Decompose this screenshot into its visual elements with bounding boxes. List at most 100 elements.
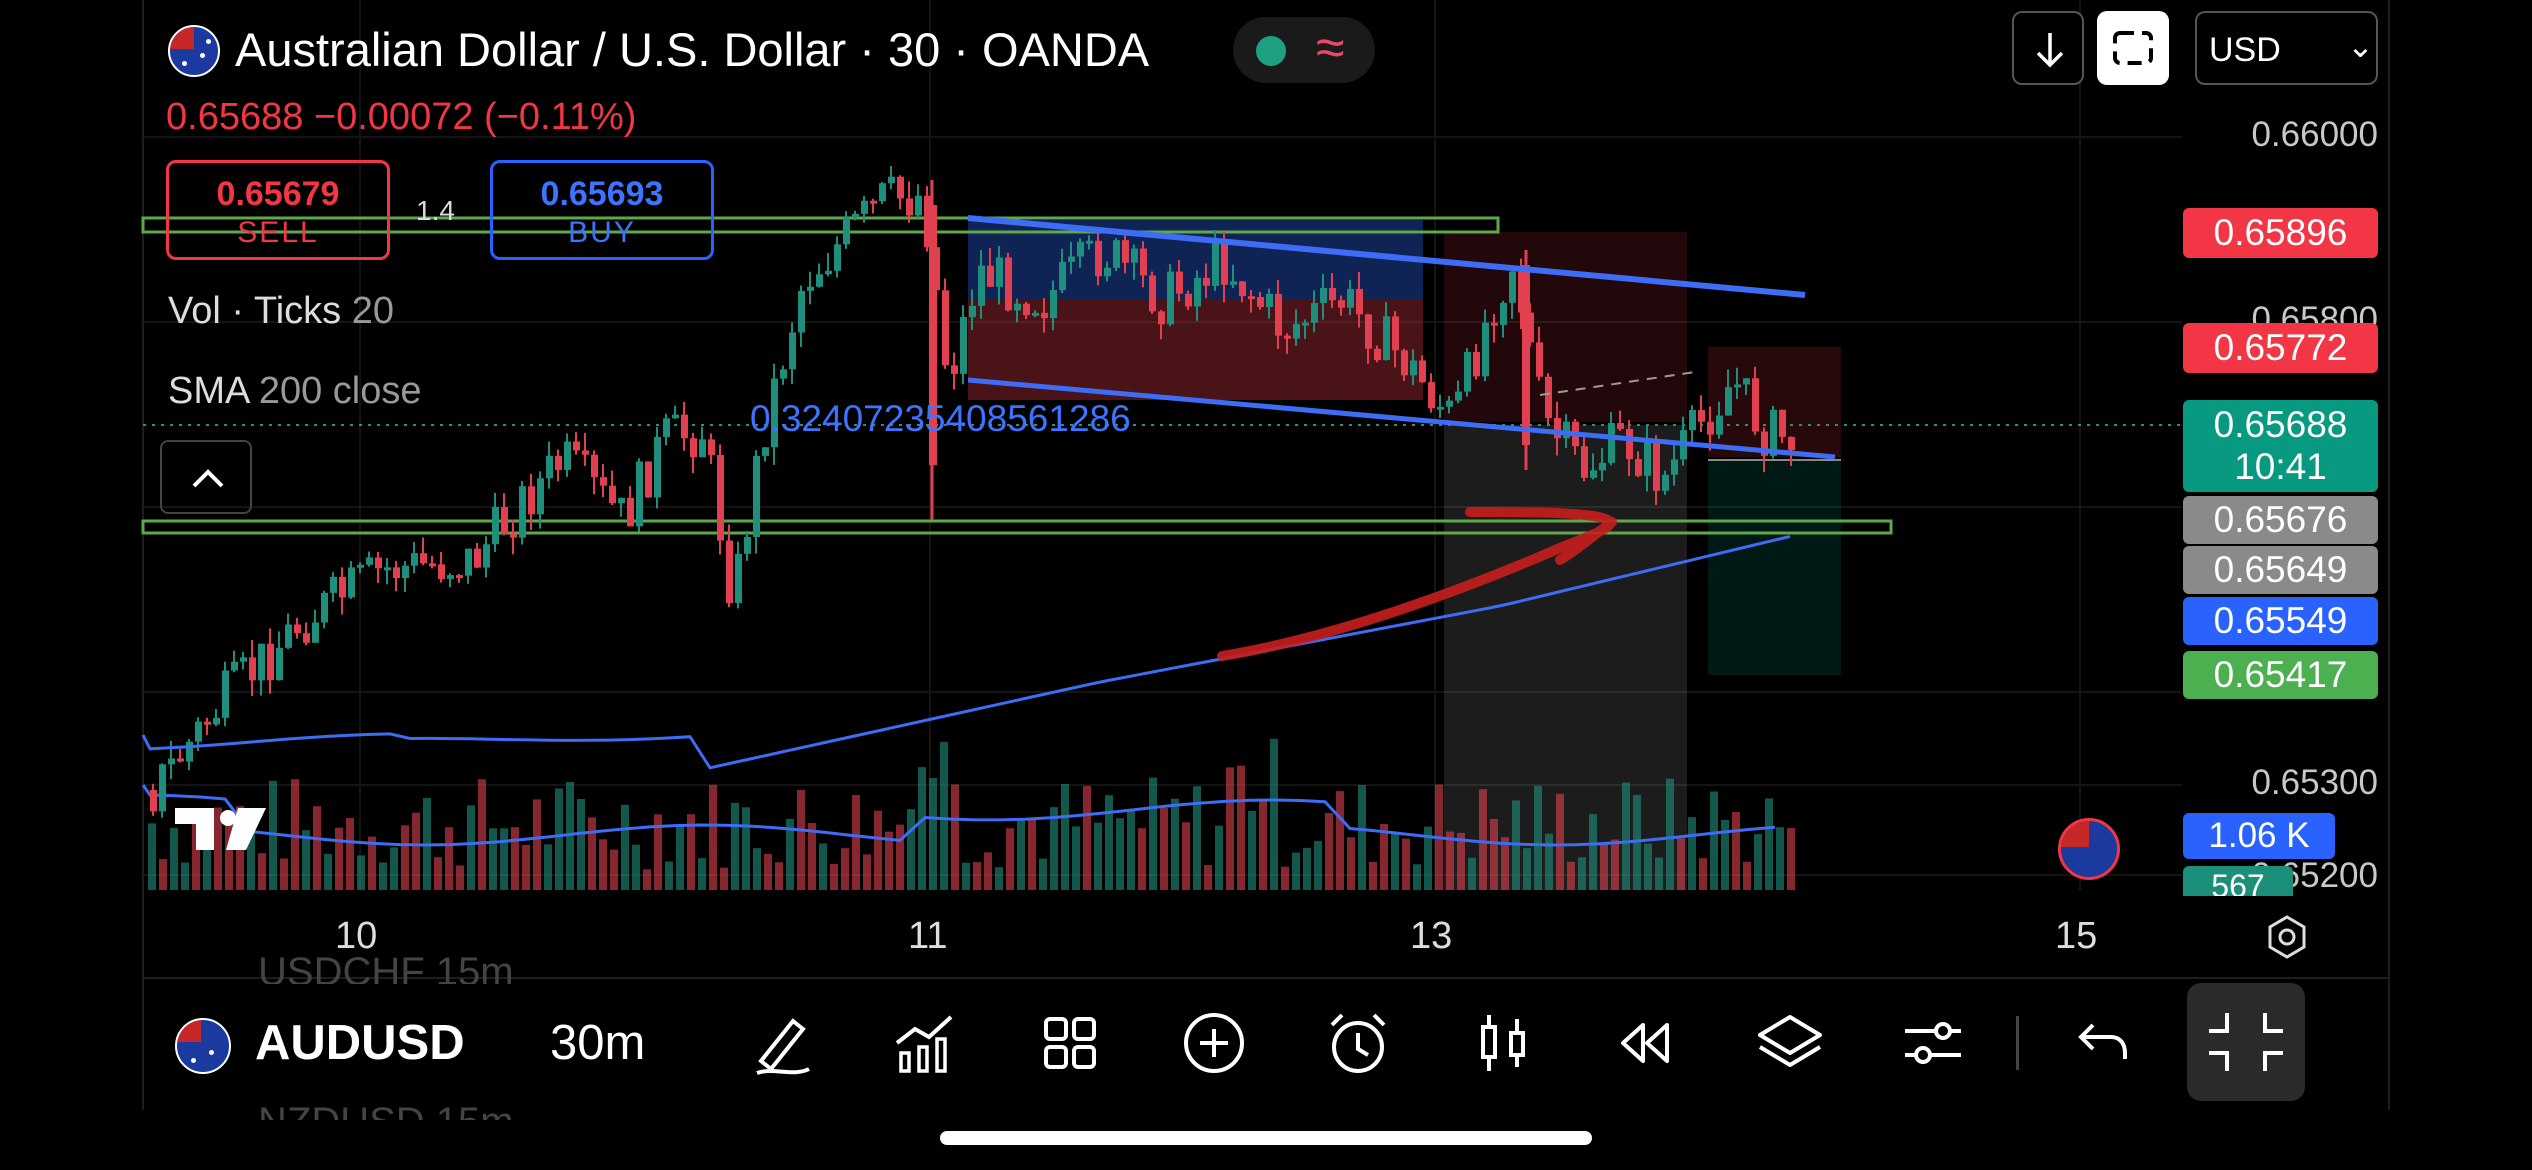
chart-type-button[interactable] xyxy=(1463,1003,1543,1083)
line-price-badge[interactable]: 0.65649 xyxy=(2183,546,2378,594)
undo-button[interactable] xyxy=(2061,1003,2141,1083)
candle-body xyxy=(492,507,499,545)
volume-bar xyxy=(1391,831,1399,890)
buy-button[interactable]: 0.65693 BUY xyxy=(490,160,714,260)
replay-button[interactable] xyxy=(1605,1003,1685,1083)
timeframe-button[interactable]: 30m xyxy=(550,1016,646,1070)
candle-body xyxy=(951,365,958,374)
drawing-tool-button[interactable] xyxy=(743,1003,823,1083)
volume-bar xyxy=(1699,858,1707,890)
candle-body xyxy=(285,624,292,648)
volume-bar xyxy=(214,807,222,890)
candle-body xyxy=(1032,312,1039,316)
symbol-button[interactable]: AUDUSD xyxy=(255,1016,465,1070)
home-indicator[interactable] xyxy=(940,1131,1592,1145)
candle-body xyxy=(744,537,751,554)
volume-bar xyxy=(324,853,332,890)
volume-bar xyxy=(1215,825,1223,890)
scroll-down-button[interactable] xyxy=(2012,11,2084,85)
volume-bar xyxy=(1347,837,1355,890)
volume-bar xyxy=(247,816,255,890)
short-target-price-badge[interactable]: 0.65772 xyxy=(2183,323,2378,373)
layouts-button[interactable] xyxy=(1030,1003,1110,1083)
candle-body xyxy=(1599,462,1606,471)
volume-indicator-legend[interactable]: Vol · Ticks 20 xyxy=(168,290,394,333)
candle-body xyxy=(834,244,841,271)
volume-bar xyxy=(1721,819,1729,890)
collapse-legend-button[interactable] xyxy=(160,440,252,514)
candle-body xyxy=(1365,314,1372,349)
currency-select[interactable]: USD ⌄ xyxy=(2195,11,2378,85)
volume-bar xyxy=(819,843,827,890)
candle-body xyxy=(1662,474,1669,491)
volume-bar xyxy=(148,823,156,890)
market-status-pill[interactable] xyxy=(1233,17,1375,83)
candle-body xyxy=(798,290,805,333)
candle-body xyxy=(1581,446,1588,478)
fit-screen-button[interactable] xyxy=(2097,11,2169,85)
candle-body xyxy=(1788,436,1795,451)
volume-bar xyxy=(753,848,761,890)
layers-icon xyxy=(1758,1015,1822,1067)
indicators-button[interactable] xyxy=(885,1003,965,1083)
buy-label: BUY xyxy=(568,216,636,249)
volume-bar xyxy=(434,857,442,890)
economic-event-flag-icon[interactable] xyxy=(2058,818,2120,880)
toolbar-divider xyxy=(2016,1016,2019,1070)
exit-fullscreen-button[interactable] xyxy=(2187,983,2305,1101)
alert-button[interactable] xyxy=(1318,1003,1398,1083)
volume-bar xyxy=(302,830,310,890)
candle-body xyxy=(753,455,760,538)
candle-body xyxy=(249,657,256,681)
volume-bar xyxy=(1237,765,1245,890)
sell-button[interactable]: 0.65679 SELL xyxy=(166,160,390,260)
candle-body xyxy=(1221,243,1228,285)
volume-bar xyxy=(1138,828,1146,890)
volume-bar xyxy=(1171,798,1179,890)
volume-bar xyxy=(401,825,409,890)
volume-bar xyxy=(1534,785,1542,890)
volume-bar xyxy=(632,844,640,890)
volume-bar xyxy=(1556,793,1564,890)
price-change: 0.65688 −0.00072 (−0.11%) xyxy=(166,96,637,138)
volume-bar xyxy=(1666,778,1674,890)
volume-bar xyxy=(885,831,893,890)
chart-settings-button[interactable] xyxy=(2262,912,2312,967)
volume-bar xyxy=(566,781,574,890)
candle-body xyxy=(1203,277,1210,286)
tradingview-logo-icon xyxy=(220,810,236,826)
candle-body xyxy=(537,478,544,515)
add-button[interactable] xyxy=(1174,1003,1254,1083)
settings-button[interactable] xyxy=(1893,1003,1973,1083)
volume-badge: 1.06 K xyxy=(2183,813,2335,859)
target-price-badge[interactable]: 0.65417 xyxy=(2183,651,2378,699)
candle-body xyxy=(969,305,976,318)
plus-circle-icon xyxy=(1184,1013,1244,1073)
candle-body xyxy=(816,274,823,287)
candle-body xyxy=(1509,271,1516,303)
symbol-title[interactable]: Australian Dollar / U.S. Dollar · 30 · O… xyxy=(235,23,1150,76)
last-price-badge[interactable]: 0.65688 10:41 xyxy=(2183,400,2378,492)
volume-bar xyxy=(1600,843,1608,890)
volume-bar xyxy=(291,779,299,890)
object-tree-button[interactable] xyxy=(1750,1003,1830,1083)
line-price-badge[interactable]: 0.65676 xyxy=(2183,496,2378,544)
ghost-symbol-item: USDCHF 15m xyxy=(258,950,514,984)
tradingview-logo-icon xyxy=(175,808,214,850)
sma-indicator-legend[interactable]: SMA 200 close xyxy=(168,370,421,413)
volume-bar xyxy=(1017,818,1025,890)
candle-body xyxy=(1698,410,1705,422)
volume-bar xyxy=(1567,861,1575,890)
candle-body xyxy=(1131,248,1138,263)
volume-bar xyxy=(786,818,794,890)
time-tick: 13 xyxy=(1410,915,1453,957)
candle-body xyxy=(1005,257,1012,311)
candle-body xyxy=(1428,382,1435,409)
stop-price-badge[interactable]: 0.65896 xyxy=(2183,208,2378,258)
candle-body xyxy=(843,217,850,245)
price-tick: 0.66000 xyxy=(2251,115,2378,154)
volume-bar xyxy=(1523,848,1531,890)
sma-price-badge[interactable]: 0.65549 xyxy=(2183,597,2378,645)
